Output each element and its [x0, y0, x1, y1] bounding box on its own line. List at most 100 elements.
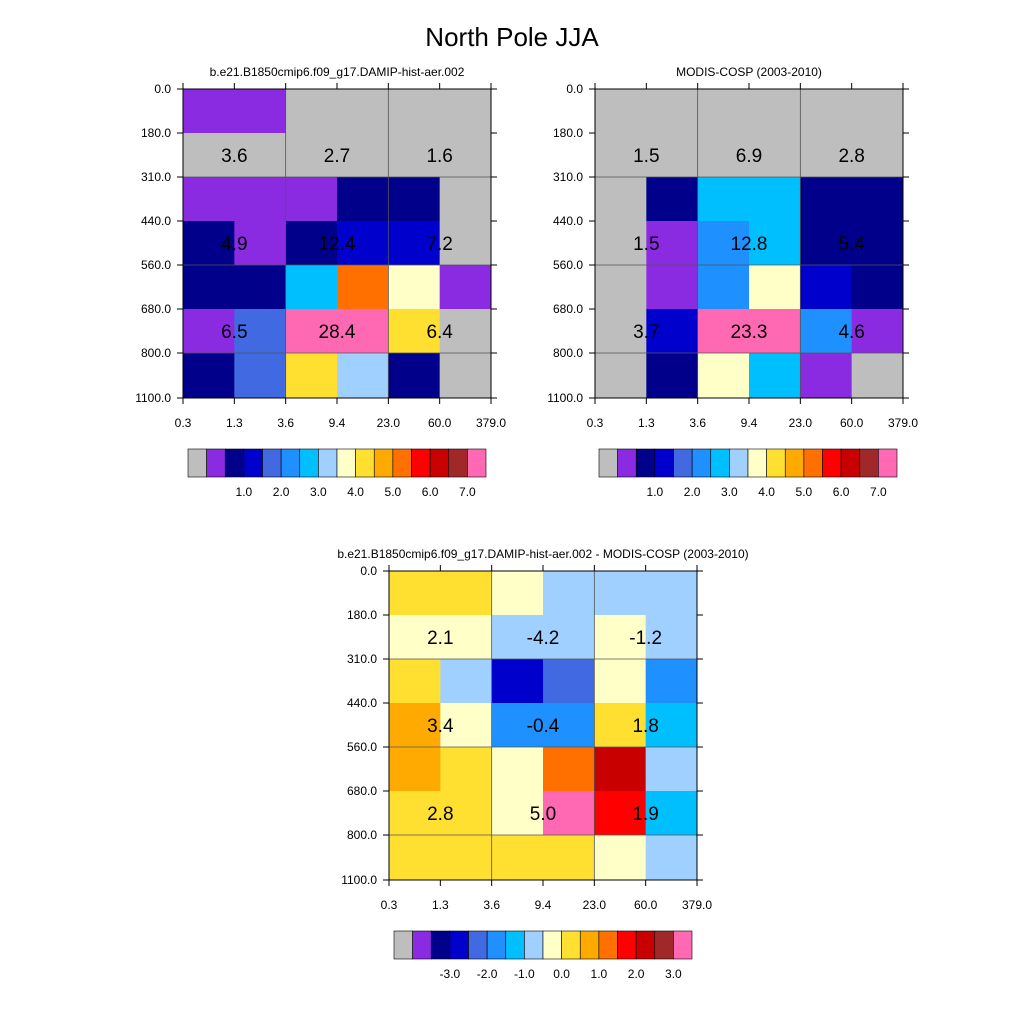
- heatmap-cell: [749, 353, 801, 399]
- colorbar-swatch: [673, 930, 693, 960]
- panel-modis: MODIS-COSP (2003-2010) 0.3 1.3 3.6 9.4 23.0 60…: [547, 65, 918, 499]
- heatmap-cell: [851, 221, 904, 266]
- heatmap-cell: [491, 747, 544, 792]
- colorbar-swatch: [430, 930, 451, 960]
- colorbar-label: -1.0: [514, 967, 535, 981]
- cell-value-label: 12.8: [731, 234, 768, 255]
- heatmap-cell: [234, 177, 287, 222]
- heatmap-cell: [697, 133, 750, 178]
- colorbar-swatch: [673, 448, 693, 478]
- cell-value-label: 12.4: [319, 234, 356, 255]
- cell-value-label: 1.5: [633, 146, 659, 167]
- cell-value-label: 1.9: [632, 804, 658, 825]
- colorbar-label: 6.0: [422, 485, 439, 499]
- colorbar-swatch: [262, 448, 282, 478]
- heatmap-cell: [646, 177, 699, 222]
- x-tick-label: 1.3: [432, 898, 449, 912]
- heatmap-cell: [183, 309, 235, 354]
- colorbar-label: -2.0: [477, 967, 498, 981]
- heatmap-cell: [285, 309, 338, 354]
- heatmap-cell: [800, 133, 853, 178]
- colorbar-swatch: [691, 448, 712, 478]
- heatmap-cell: [440, 835, 493, 881]
- heatmap-cell: [749, 133, 801, 178]
- heatmap-cell: [595, 265, 647, 310]
- cell-value-label: 6.5: [221, 322, 247, 343]
- cell-value-label: 1.6: [426, 146, 452, 167]
- cell-value-label: 1.5: [633, 234, 659, 255]
- colorbar-swatch: [486, 930, 507, 960]
- colorbar-label: -3.0: [440, 967, 461, 981]
- heatmap-cell: [646, 353, 699, 399]
- colorbar-swatch: [878, 448, 898, 478]
- panel-model: b.e21.B1850cmip6.f09_g17.DAMIP-hist-aer.…: [135, 65, 506, 499]
- heatmap-cell: [285, 133, 338, 178]
- cell-value-label: 23.3: [731, 322, 768, 343]
- cell-value-label: 5.4: [838, 234, 865, 255]
- x-tick-label: 379.0: [476, 416, 506, 430]
- heatmap-cell: [388, 221, 441, 266]
- heatmap-cell: [389, 571, 441, 616]
- heatmap-cell: [234, 309, 287, 354]
- figure-title: North Pole JJA: [425, 22, 599, 52]
- x-tick-label: 379.0: [682, 898, 712, 912]
- x-tick-label: 9.4: [741, 416, 758, 430]
- colorbar-swatch: [355, 448, 375, 478]
- heatmap-cell: [594, 835, 647, 881]
- x-tick-label: 60.0: [840, 416, 864, 430]
- heatmap-cell: [439, 177, 492, 222]
- heatmap-cell: [440, 659, 493, 704]
- heatmap-cell: [851, 353, 904, 399]
- colorbar-swatch: [635, 448, 656, 478]
- heatmap-cell: [285, 89, 338, 134]
- heatmap-cell: [491, 835, 544, 881]
- cell-value-label: 3.4: [427, 716, 454, 737]
- cell-value-label: -0.4: [527, 716, 560, 737]
- colorbar-label: 2.0: [273, 485, 290, 499]
- colorbar-swatch: [187, 448, 207, 478]
- y-tick-label: 180.0: [347, 608, 377, 622]
- heatmap-cell: [440, 703, 493, 748]
- y-tick-label: 680.0: [553, 302, 583, 316]
- colorbar-swatch: [579, 930, 600, 960]
- colorbar-swatch: [617, 930, 637, 960]
- colorbar-swatch: [784, 448, 805, 478]
- colorbar-label: 3.0: [310, 485, 327, 499]
- colorbar-swatch: [766, 448, 786, 478]
- heatmap-cell: [851, 309, 904, 354]
- cell-value-label: 6.4: [426, 322, 453, 343]
- colorbar-swatch: [635, 930, 656, 960]
- heatmap-cell: [491, 659, 544, 704]
- cell-value-label: -4.2: [527, 628, 560, 649]
- heatmap-cell: [543, 615, 595, 660]
- heatmap-cell: [749, 177, 801, 222]
- heatmap-cell: [491, 791, 544, 836]
- cell-value-label: 3.6: [221, 146, 247, 167]
- colorbar-swatch: [318, 448, 338, 478]
- heatmap-cell: [851, 89, 904, 134]
- cell-value-label: 28.4: [319, 322, 356, 343]
- colorbar-swatch: [524, 930, 544, 960]
- colorbar-swatch: [299, 448, 319, 478]
- x-tick-label: 0.3: [381, 898, 398, 912]
- heatmap-cell: [439, 89, 492, 134]
- x-tick-label: 3.6: [277, 416, 294, 430]
- heatmap-cell: [645, 747, 698, 792]
- heatmap-cell: [491, 703, 544, 748]
- heatmap-cell: [440, 571, 493, 616]
- y-tick-label: 800.0: [347, 828, 377, 842]
- heatmap-cell: [440, 747, 493, 792]
- heatmap-cell: [234, 265, 287, 310]
- cell-value-label: 2.8: [838, 146, 864, 167]
- heatmap-cell: [183, 353, 235, 399]
- colorbar-swatch: [505, 930, 525, 960]
- x-tick-label: 3.6: [483, 898, 500, 912]
- colorbar-swatch: [448, 448, 468, 478]
- panel-title: MODIS-COSP (2003-2010): [676, 65, 822, 79]
- x-tick-label: 3.6: [689, 416, 706, 430]
- colorbar-label: 2.0: [684, 485, 701, 499]
- colorbar-swatch: [729, 448, 749, 478]
- heatmap-cell: [285, 353, 338, 399]
- heatmap-cell: [800, 221, 853, 266]
- colorbar-swatch: [747, 448, 767, 478]
